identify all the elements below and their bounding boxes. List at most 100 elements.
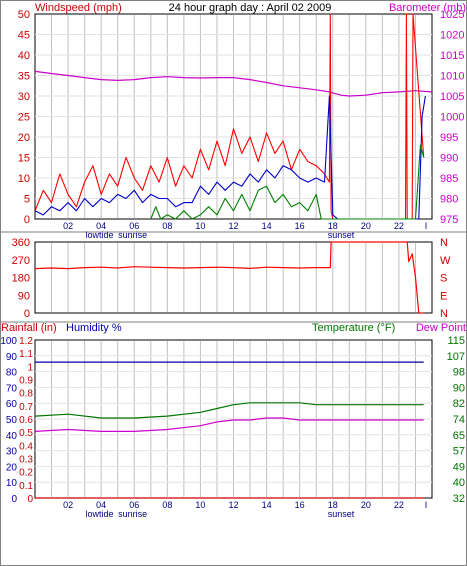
barometer-tick-label: 990 [440, 153, 458, 165]
wind-tick-label: 0 [24, 214, 30, 226]
wind-tick-label: 35 [18, 71, 30, 83]
direction-tick-label: 360 [12, 237, 30, 249]
x-tick-label: 06 [129, 221, 139, 231]
rainfall-axis-title: Rainfall (in) [1, 322, 57, 334]
barometer-tick-label: 1020 [440, 30, 464, 42]
wind-tick-label: 40 [18, 50, 30, 62]
direction-tick-label: 0 [24, 308, 30, 320]
temperature-tick-label: 98 [453, 367, 465, 379]
temperature-tick-label: 32 [453, 493, 465, 505]
x-event-label: sunrise [118, 509, 147, 519]
x-tick-label: 16 [295, 221, 305, 231]
series-layer [34, 13, 433, 499]
x-tick-label: 14 [262, 221, 272, 231]
humidity-tick-label: 40 [6, 431, 18, 442]
barometer-axis-title: Barometer (mb) [389, 2, 466, 14]
humidity-tick-label: 70 [6, 383, 18, 394]
temperature-tick-label: 40 [453, 477, 465, 489]
series-temperature [34, 402, 424, 419]
rainfall-tick-label: 0.2 [19, 468, 33, 479]
x-tick-label: 02 [63, 500, 73, 510]
wind-tick-label: 50 [18, 9, 30, 21]
rainfall-tick-label: 0.3 [19, 455, 33, 466]
series-wind_avg [34, 95, 426, 220]
x-tick-label: 20 [361, 500, 371, 510]
temperature-axis-title: Temperature (°F) [312, 322, 395, 334]
x-tick-label: 18 [328, 500, 338, 510]
barometer-tick-label: 1015 [440, 50, 464, 62]
barometer-tick-label: 995 [440, 132, 458, 144]
rainfall-tick-label: 0.4 [19, 441, 33, 452]
wind-tick-label: 25 [18, 112, 30, 124]
x-tick-label: 10 [195, 221, 205, 231]
rainfall-tick-label: 1.1 [19, 349, 33, 360]
barometer-tick-label: 985 [440, 173, 458, 185]
barometer-tick-label: 1025 [440, 9, 464, 21]
rainfall-tick-label: 0.9 [19, 376, 33, 387]
x-tick-label: 20 [361, 221, 371, 231]
rainfall-tick-label: 0.6 [19, 415, 33, 426]
x-tick-label: 04 [96, 500, 106, 510]
barometer-tick-label: 1005 [440, 91, 464, 103]
x-event-label: sunset [328, 509, 355, 519]
barometer-tick-label: 1010 [440, 71, 464, 83]
wind-tick-label: 30 [18, 91, 30, 103]
humidity-tick-label: 80 [6, 368, 18, 379]
direction-panel-frame [34, 241, 433, 314]
temperature-tick-label: 74 [453, 414, 465, 426]
x-tick-label: 04 [96, 221, 106, 231]
rainfall-tick-label: 0 [27, 494, 33, 505]
x-event-label: lowtide [86, 230, 114, 240]
x-end-mark: I [425, 221, 428, 231]
barometer-tick-label: 980 [440, 194, 458, 206]
rainfall-tick-label: 1 [27, 362, 33, 373]
x-tick-label: 22 [394, 221, 404, 231]
x-tick-label: 08 [162, 221, 172, 231]
temperature-tick-label: 65 [453, 430, 465, 442]
barometer-tick-label: 1000 [440, 112, 464, 124]
x-tick-label: 22 [394, 500, 404, 510]
series-direction [34, 241, 424, 314]
humidity-axis-title: Humidity % [66, 322, 122, 334]
x-event-label: lowtide [86, 509, 114, 519]
compass-tick-label: S [440, 273, 447, 285]
x-tick-label: 12 [228, 221, 238, 231]
direction-tick-label: 270 [12, 255, 30, 267]
wind-tick-label: 20 [18, 132, 30, 144]
temperature-tick-label: 90 [453, 382, 465, 394]
x-event-label: sunset [328, 230, 355, 240]
rainfall-tick-label: 0.8 [19, 389, 33, 400]
x-tick-label: 16 [295, 500, 305, 510]
series-wind_green [150, 144, 425, 220]
humidity-tick-label: 100 [0, 336, 17, 347]
temperature-tick-label: 107 [447, 351, 465, 363]
wind-tick-label: 10 [18, 173, 30, 185]
x-tick-label: 02 [63, 221, 73, 231]
rainfall-tick-label: 0.5 [19, 428, 33, 439]
compass-tick-label: N [440, 237, 448, 249]
humidity-tick-label: 10 [6, 478, 18, 489]
wind-tick-label: 15 [18, 153, 30, 165]
x-end-mark: I [425, 500, 428, 510]
graph-title: 24 hour graph day : April 02 2009 [169, 2, 332, 14]
humidity-tick-label: 30 [6, 447, 18, 458]
x-tick-label: 10 [195, 500, 205, 510]
rainfall-tick-label: 0.1 [19, 481, 33, 492]
humidity-tick-label: 0 [11, 494, 17, 505]
series-barometer [34, 70, 433, 97]
rainfall-tick-label: 1.2 [19, 336, 33, 347]
temperature-tick-label: 82 [453, 398, 465, 410]
rainfall-tick-label: 0.7 [19, 402, 33, 413]
x-tick-label: 08 [162, 500, 172, 510]
x-tick-label: 14 [262, 500, 272, 510]
compass-tick-label: N [440, 308, 448, 320]
x-tick-label: 06 [129, 500, 139, 510]
temperature-tick-label: 115 [447, 335, 465, 347]
series-dewpoint [34, 417, 424, 432]
direction-tick-label: 180 [12, 273, 30, 285]
x-tick-label: 12 [228, 500, 238, 510]
humidity-tick-label: 50 [6, 415, 18, 426]
windspeed-axis-title: Windspeed (mph) [35, 2, 122, 14]
humidity-tick-label: 90 [6, 352, 18, 363]
